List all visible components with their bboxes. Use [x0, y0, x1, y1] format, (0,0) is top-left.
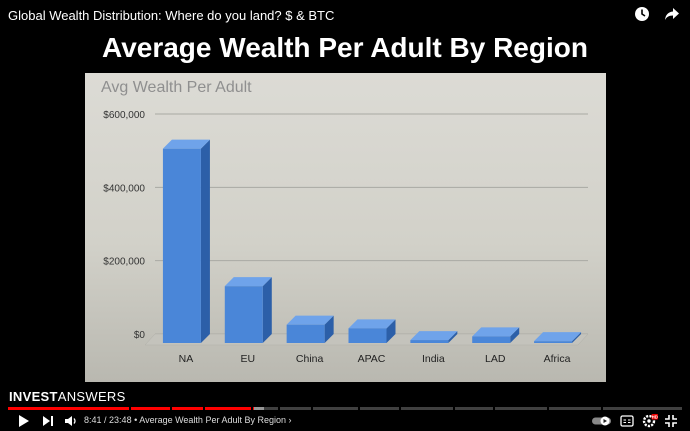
chart-panel: Avg Wealth Per Adult $0 $200,000 $400,000 $… [85, 73, 606, 382]
time-display: 8:41 / 23:48 • Average Wealth Per Adult … [84, 415, 292, 425]
y-tick-label: $0 [134, 330, 146, 341]
subtitles-icon[interactable] [620, 415, 634, 427]
chapter-marker [250, 407, 253, 410]
chapter-marker [277, 407, 280, 410]
bar [472, 336, 511, 343]
play-icon[interactable] [18, 414, 30, 428]
player-controls: 8:41 / 23:48 • Average Wealth Per Adult … [0, 412, 690, 431]
bar-top [410, 331, 458, 341]
chapter-marker [601, 407, 604, 410]
bar-top [472, 327, 520, 337]
bar [410, 340, 449, 343]
chapter-marker [398, 407, 401, 410]
bar-top [162, 139, 210, 149]
bar-side [200, 139, 210, 343]
x-tick-label: China [296, 353, 324, 365]
autoplay-toggle-icon[interactable] [592, 416, 612, 426]
bar-side [510, 327, 520, 343]
brand-logo: INVESTANSWERS [9, 389, 126, 404]
bar-top [348, 319, 396, 329]
chapter-marker [311, 407, 314, 410]
x-tick-label: EU [240, 353, 255, 365]
chapter-marker [129, 407, 132, 410]
fullscreen-icon[interactable] [664, 414, 678, 428]
chapter-marker [169, 407, 172, 410]
total-time: 23:48 [109, 415, 132, 425]
bar-top [224, 277, 272, 287]
bar [286, 324, 325, 343]
brand-normal: ANSWERS [57, 389, 126, 404]
y-tick-label: $200,000 [103, 257, 145, 268]
x-tick-label: India [422, 353, 445, 365]
bar [162, 148, 201, 343]
hd-badge: HD [652, 414, 658, 419]
x-tick-label: APAC [358, 353, 386, 365]
chapter-marker [547, 407, 550, 410]
chapter-title[interactable]: Average Wealth Per Adult By Region [139, 415, 286, 425]
current-time: 8:41 [84, 415, 102, 425]
x-tick-label: Africa [544, 353, 571, 365]
chapter-marker [358, 407, 361, 410]
bar-side [262, 277, 272, 343]
volume-icon[interactable] [64, 414, 78, 428]
top-right-controls [634, 6, 680, 22]
chapter-marker [452, 407, 455, 410]
chart-title: Avg Wealth Per Adult [101, 79, 252, 96]
bar-side [386, 319, 396, 343]
bar-side [572, 332, 582, 343]
share-icon[interactable] [664, 6, 680, 22]
watch-later-icon[interactable] [634, 6, 650, 22]
settings-icon[interactable]: HD [642, 414, 658, 428]
brand-bold: INVEST [9, 389, 58, 404]
y-tick-label: $400,000 [103, 183, 145, 194]
bar-side [448, 331, 458, 343]
chapter-marker [493, 407, 496, 410]
bar [224, 286, 263, 343]
bar-top [534, 332, 582, 342]
bar [534, 341, 573, 343]
video-title[interactable]: Global Wealth Distribution: Where do you… [8, 8, 335, 23]
bar [348, 328, 387, 343]
bar-chart: $0 $200,000 $400,000 $600,000 NA EU China APAC I… [103, 110, 589, 365]
bar-side [324, 315, 334, 343]
chapter-marker [203, 407, 206, 410]
bar-top [286, 315, 334, 325]
x-tick-label: NA [179, 353, 194, 365]
next-icon[interactable] [42, 414, 54, 428]
progress-bar[interactable] [8, 407, 682, 410]
x-tick-label: LAD [485, 353, 506, 365]
y-tick-label: $600,000 [103, 110, 145, 121]
slide-title: Average Wealth Per Adult By Region [102, 32, 588, 63]
